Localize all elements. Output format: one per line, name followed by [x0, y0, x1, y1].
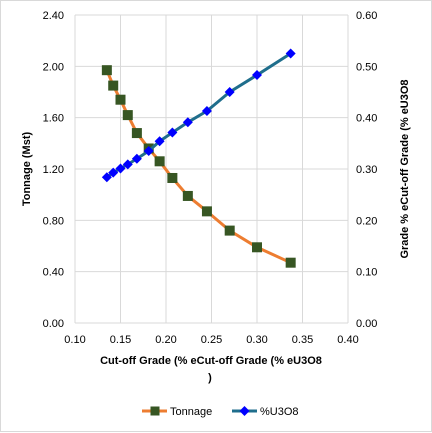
right-y-axis-ticks: 0.00 0.10 0.20 0.30 0.40 0.50 0.60	[356, 10, 377, 330]
series-u3o8	[101, 48, 296, 183]
x-tick-label: 0.25	[201, 334, 222, 346]
x-tick-label: 0.20	[155, 334, 176, 346]
data-point-tonnage	[131, 128, 142, 139]
series-tonnage	[101, 65, 296, 268]
legend-item-u3o8: %U3O8	[232, 406, 299, 418]
right-y-tick-label: 0.50	[356, 61, 377, 73]
left-y-tick-label: 0.00	[43, 318, 64, 330]
legend-item-tonnage: Tonnage	[142, 406, 212, 418]
data-point-u3o8	[201, 105, 212, 116]
data-point-tonnage	[122, 110, 133, 121]
data-point-u3o8	[143, 146, 154, 157]
x-tick-label: 0.40	[337, 334, 358, 346]
data-point-tonnage	[108, 80, 119, 91]
left-y-tick-label: 1.20	[43, 164, 64, 176]
legend-u3o8-marker	[239, 406, 250, 416]
right-y-tick-label: 0.30	[356, 164, 377, 176]
x-axis-ticks: 0.10 0.15 0.20 0.25 0.30 0.35 0.40	[64, 334, 358, 346]
data-point-u3o8	[252, 70, 262, 81]
x-tick-label: 0.10	[64, 334, 85, 346]
right-y-tick-label: 0.20	[356, 215, 377, 227]
series-layer	[101, 48, 296, 268]
data-point-u3o8	[115, 163, 126, 174]
left-y-tick-label: 0.80	[43, 215, 64, 227]
left-y-tick-label: 1.60	[43, 113, 64, 125]
left-y-tick-label: 2.00	[43, 61, 64, 73]
data-point-u3o8	[101, 172, 112, 183]
data-point-u3o8	[224, 87, 235, 97]
data-point-u3o8	[154, 136, 165, 147]
data-point-u3o8	[285, 48, 296, 59]
left-y-tick-label: 0.40	[43, 267, 64, 279]
data-point-u3o8	[122, 159, 133, 170]
left-y-tick-label: 2.40	[43, 10, 64, 22]
data-point-tonnage	[101, 65, 112, 76]
legend-u3o8-label: %U3O8	[260, 406, 299, 418]
x-axis-title-line1: Cut-off Grade (% eCut-off Grade (% eU3O8	[100, 355, 322, 367]
right-y-axis-title: Grade % eCut-off Grade (% eU3O8	[399, 79, 411, 258]
series-tonnage-line	[105, 69, 292, 265]
right-y-tick-label: 0.00	[356, 318, 377, 330]
x-axis-title-line2: )	[208, 372, 212, 384]
data-point-tonnage	[115, 94, 126, 105]
data-point-tonnage	[167, 172, 178, 183]
data-point-tonnage	[285, 257, 296, 268]
left-y-axis-ticks: 0.00 0.40 0.80 1.20 1.60 2.00 2.40	[43, 10, 64, 330]
data-point-u3o8	[182, 117, 193, 128]
legend: Tonnage %U3O8	[142, 406, 299, 418]
x-tick-label: 0.35	[292, 334, 313, 346]
x-tick-label: 0.30	[246, 334, 267, 346]
data-point-tonnage	[224, 225, 235, 236]
data-point-tonnage	[201, 206, 212, 217]
data-point-tonnage	[252, 242, 262, 253]
legend-tonnage-label: Tonnage	[170, 406, 212, 418]
gridlines	[74, 14, 349, 324]
data-point-u3o8	[167, 127, 178, 138]
right-y-tick-label: 0.60	[356, 10, 377, 22]
right-y-tick-label: 0.40	[356, 113, 377, 125]
left-y-axis-title: Tonnage (Mst)	[21, 131, 33, 206]
data-point-tonnage	[154, 156, 165, 167]
data-point-u3o8	[131, 153, 142, 164]
right-y-tick-label: 0.10	[356, 267, 377, 279]
legend-tonnage-marker	[150, 406, 160, 416]
data-point-u3o8	[108, 167, 119, 178]
x-tick-label: 0.15	[110, 334, 131, 346]
data-point-tonnage	[182, 190, 193, 201]
